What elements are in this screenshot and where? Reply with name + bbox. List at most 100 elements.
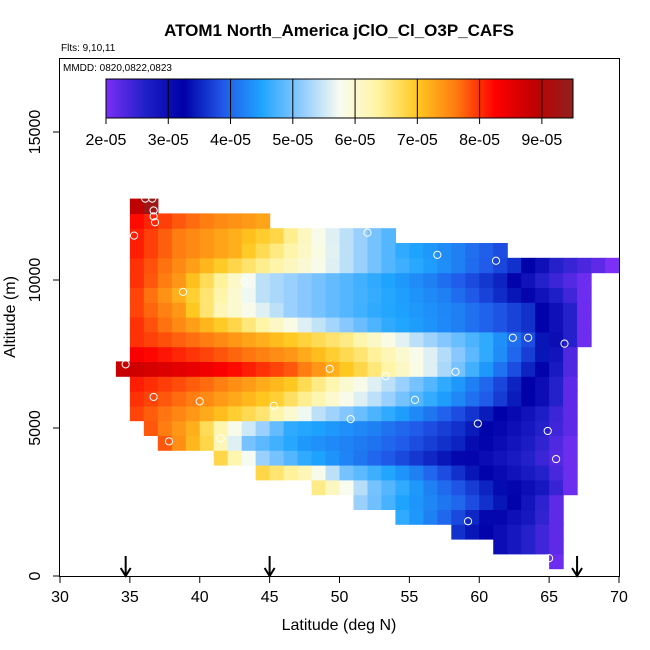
heatmap-cell [199, 376, 215, 392]
heatmap-cell [409, 317, 424, 333]
heatmap-cell [549, 479, 564, 496]
heatmap-cell [367, 257, 383, 274]
flight-point [148, 194, 157, 203]
heatmap-cell [241, 302, 257, 318]
flight-point [149, 206, 158, 215]
heatmap-cell [353, 435, 369, 451]
heatmap-cell [479, 494, 494, 510]
heatmap-cell [521, 272, 536, 288]
heatmap-cell [115, 361, 131, 377]
heatmap-cell [157, 376, 173, 392]
heatmap-cell [185, 331, 201, 348]
heatmap-cell [339, 243, 355, 259]
heatmap-cell [171, 243, 187, 259]
heatmap-cell [269, 331, 285, 348]
heatmap-cell [479, 509, 494, 525]
heatmap-cell [549, 391, 564, 407]
heatmap-cell [381, 391, 396, 407]
x-tick-label: 65 [540, 589, 558, 606]
heatmap-cell [437, 420, 452, 436]
heatmap-cell [549, 465, 564, 481]
heatmap-cell [451, 331, 466, 348]
heatmap-cell [493, 317, 508, 333]
heatmap-cell [353, 450, 369, 466]
heatmap-cell [325, 405, 341, 422]
heatmap-cell [437, 346, 452, 362]
heatmap-cell [143, 346, 159, 362]
x-tick-label: 60 [470, 589, 488, 606]
flight-point [195, 397, 204, 406]
flight-point [363, 228, 372, 237]
heatmap-cell [479, 376, 494, 392]
heatmap-cell [507, 524, 522, 540]
heatmap-cell [465, 494, 480, 510]
heatmap-cell [395, 509, 410, 525]
heatmap-cell [451, 257, 466, 274]
heatmap-cell [143, 302, 159, 318]
latitude-arrows [119, 556, 583, 578]
heatmap-cell [213, 243, 229, 259]
heatmap-cell [171, 331, 187, 348]
heatmap-cell [451, 405, 466, 422]
heatmap-cell [255, 450, 271, 466]
arrow-down-icon [263, 556, 276, 578]
heatmap-cell [479, 391, 494, 407]
heatmap-cell [577, 331, 592, 348]
x-tick-label: 45 [261, 589, 279, 606]
flight-point [410, 395, 420, 404]
heatmap-cell [535, 272, 550, 288]
heatmap-cell [535, 361, 550, 377]
heatmap-cell [367, 376, 383, 392]
heatmap-cell [367, 494, 383, 510]
flight-point [164, 437, 174, 446]
heatmap-cell [213, 228, 229, 244]
heatmap-cell [409, 435, 424, 451]
heatmap-cell [465, 257, 480, 274]
heatmap-cell [325, 435, 341, 451]
heatmap-cell [563, 331, 578, 348]
heatmap-cell [269, 361, 285, 377]
flight-point [524, 333, 533, 342]
flight-point [178, 287, 188, 296]
heatmap-cell [143, 198, 159, 214]
y-tick-label: 10000 [27, 258, 44, 303]
heatmap-cell [269, 346, 285, 362]
heatmap-cell [171, 257, 187, 274]
heatmap-cell [493, 346, 508, 362]
heatmap-cell [381, 479, 396, 496]
heatmap-cell [395, 420, 410, 436]
heatmap-cell [353, 420, 369, 436]
heatmap-cell [199, 435, 215, 451]
heatmap-cell [507, 287, 522, 303]
colorbar-tick-label: 4e-05 [210, 132, 251, 149]
heatmap-cell [395, 331, 410, 348]
heatmap-cell [479, 479, 494, 496]
heatmap-cell [325, 228, 341, 244]
heatmap-cell [269, 317, 285, 333]
heatmap-cell [255, 243, 271, 259]
heatmap-cell [129, 405, 145, 422]
heatmap-cell [521, 465, 536, 481]
heatmap-cell [339, 257, 355, 274]
heatmap-cell [423, 509, 438, 525]
heatmap-cell [493, 361, 508, 377]
heatmap-cell [507, 405, 522, 422]
heatmap-cell [269, 376, 285, 392]
heatmap-cell [521, 479, 536, 496]
heatmap-cell [283, 450, 299, 466]
heatmap-cell [367, 302, 383, 318]
heatmap-cell [255, 213, 271, 229]
heatmap-cell [367, 361, 383, 377]
heatmap-cell [213, 405, 229, 422]
x-tick-label: 40 [191, 589, 209, 606]
heatmap-cell [507, 539, 522, 555]
heatmap-cell [157, 420, 173, 436]
heatmap-cell [451, 302, 466, 318]
heatmap-cell [563, 257, 578, 274]
heatmap-cell [241, 361, 257, 377]
heatmap-cell [227, 302, 243, 318]
heatmap-cell [269, 228, 285, 244]
colorbar-tick-label: 2e-05 [86, 132, 127, 149]
flight-point [149, 392, 158, 402]
heatmap-cell [297, 450, 313, 466]
